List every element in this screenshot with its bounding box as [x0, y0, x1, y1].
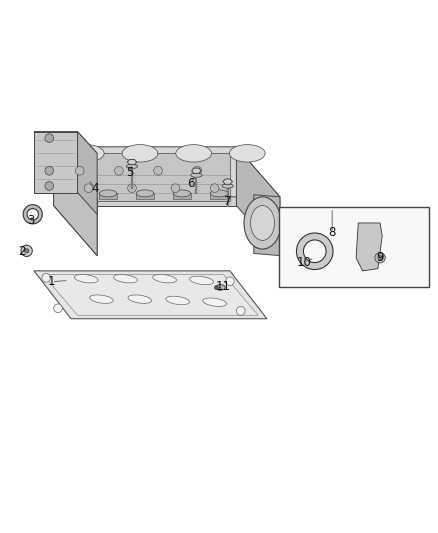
Circle shape	[42, 273, 50, 282]
Ellipse shape	[210, 190, 228, 197]
Circle shape	[154, 166, 162, 175]
Circle shape	[21, 245, 32, 256]
Circle shape	[375, 253, 385, 263]
Ellipse shape	[244, 197, 281, 249]
Ellipse shape	[113, 274, 137, 283]
Ellipse shape	[173, 190, 191, 197]
Polygon shape	[223, 179, 233, 184]
Circle shape	[127, 184, 136, 192]
Ellipse shape	[166, 296, 190, 305]
Polygon shape	[136, 193, 154, 199]
Text: 7: 7	[224, 195, 231, 208]
Polygon shape	[43, 274, 258, 315]
Circle shape	[45, 182, 53, 190]
Circle shape	[237, 306, 245, 315]
Polygon shape	[356, 223, 382, 271]
Polygon shape	[254, 195, 280, 256]
Ellipse shape	[230, 144, 265, 162]
Text: 10: 10	[297, 256, 311, 269]
Polygon shape	[34, 271, 267, 319]
Ellipse shape	[90, 295, 113, 303]
Ellipse shape	[74, 274, 98, 283]
Ellipse shape	[126, 164, 138, 168]
Ellipse shape	[136, 190, 154, 197]
Ellipse shape	[191, 173, 202, 177]
Ellipse shape	[153, 274, 177, 283]
Ellipse shape	[190, 276, 213, 285]
Text: 6: 6	[187, 177, 194, 190]
Text: 3: 3	[27, 214, 35, 227]
Polygon shape	[237, 147, 280, 256]
Ellipse shape	[222, 184, 233, 188]
Circle shape	[45, 134, 53, 142]
Text: 8: 8	[328, 226, 336, 239]
Circle shape	[210, 184, 219, 192]
Circle shape	[75, 166, 84, 175]
Polygon shape	[53, 147, 97, 256]
Text: 4: 4	[91, 182, 99, 195]
Circle shape	[25, 249, 29, 253]
Circle shape	[171, 184, 180, 192]
Polygon shape	[53, 147, 280, 197]
Text: 9: 9	[376, 251, 384, 264]
Polygon shape	[53, 147, 237, 206]
Ellipse shape	[176, 144, 212, 162]
Text: 11: 11	[216, 280, 231, 293]
Polygon shape	[191, 168, 201, 173]
Circle shape	[53, 304, 62, 313]
Polygon shape	[78, 132, 97, 214]
Ellipse shape	[122, 144, 158, 162]
Polygon shape	[53, 147, 97, 256]
Ellipse shape	[128, 295, 152, 303]
FancyBboxPatch shape	[279, 207, 429, 287]
Ellipse shape	[251, 206, 275, 240]
Circle shape	[226, 277, 234, 286]
Circle shape	[84, 184, 93, 192]
Polygon shape	[60, 154, 230, 201]
Ellipse shape	[203, 298, 226, 306]
Polygon shape	[99, 193, 117, 199]
Circle shape	[45, 166, 53, 175]
Text: 1: 1	[48, 275, 55, 288]
Text: 5: 5	[126, 166, 134, 180]
Polygon shape	[34, 132, 97, 154]
Circle shape	[115, 166, 123, 175]
Ellipse shape	[215, 285, 225, 290]
Polygon shape	[34, 132, 78, 192]
Ellipse shape	[99, 190, 117, 197]
Polygon shape	[210, 193, 228, 199]
Circle shape	[378, 256, 382, 260]
Circle shape	[193, 166, 201, 175]
Text: 2: 2	[18, 245, 26, 258]
Ellipse shape	[68, 144, 104, 162]
Polygon shape	[127, 159, 137, 165]
Polygon shape	[173, 193, 191, 199]
